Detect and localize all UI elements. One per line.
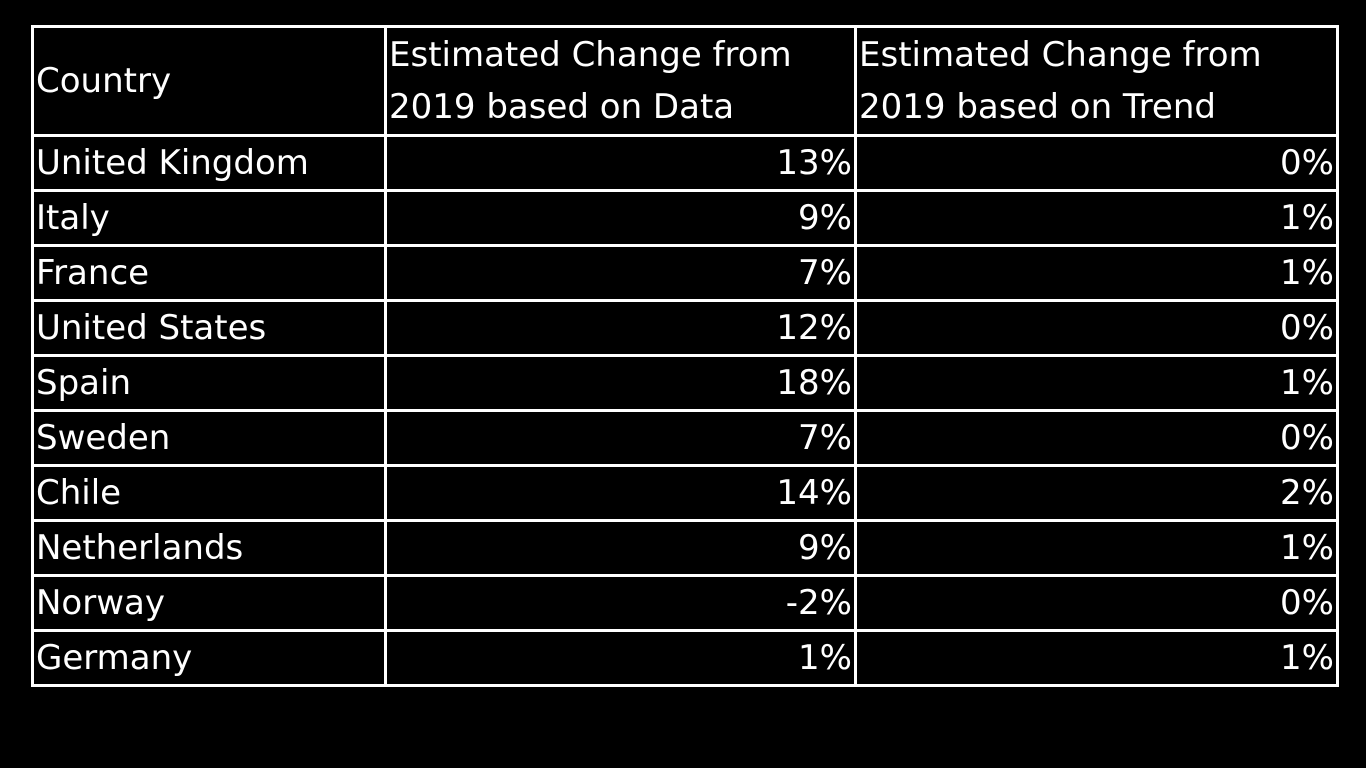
- data-change-cell: 7%: [384, 244, 857, 302]
- data-change-cell: -2%: [384, 574, 857, 632]
- country-cell: Sweden: [31, 409, 387, 467]
- data-change-cell: 13%: [384, 134, 857, 192]
- country-cell: Spain: [31, 354, 387, 412]
- trend-change-cell: 2%: [854, 464, 1339, 522]
- table-header-row: Country Estimated Change from 2019 based…: [31, 25, 1339, 137]
- trend-change-cell: 0%: [854, 409, 1339, 467]
- data-change-cell: 9%: [384, 519, 857, 577]
- table-row: United States 12% 0%: [31, 299, 1339, 357]
- table-row: Italy 9% 1%: [31, 189, 1339, 247]
- data-change-cell: 9%: [384, 189, 857, 247]
- country-cell: Chile: [31, 464, 387, 522]
- header-country: Country: [31, 25, 387, 137]
- trend-change-cell: 1%: [854, 354, 1339, 412]
- country-cell: United Kingdom: [31, 134, 387, 192]
- data-change-cell: 14%: [384, 464, 857, 522]
- trend-change-cell: 1%: [854, 189, 1339, 247]
- trend-change-cell: 1%: [854, 244, 1339, 302]
- country-cell: Germany: [31, 629, 387, 687]
- country-cell: Netherlands: [31, 519, 387, 577]
- data-change-cell: 18%: [384, 354, 857, 412]
- country-cell: Italy: [31, 189, 387, 247]
- country-cell: Norway: [31, 574, 387, 632]
- data-change-cell: 12%: [384, 299, 857, 357]
- trend-change-cell: 0%: [854, 574, 1339, 632]
- country-cell: France: [31, 244, 387, 302]
- table-row: Norway -2% 0%: [31, 574, 1339, 632]
- table-row: Sweden 7% 0%: [31, 409, 1339, 467]
- table-row: Netherlands 9% 1%: [31, 519, 1339, 577]
- country-cell: United States: [31, 299, 387, 357]
- header-change-trend: Estimated Change from 2019 based on Tren…: [854, 25, 1339, 137]
- data-table: Country Estimated Change from 2019 based…: [31, 25, 1339, 687]
- trend-change-cell: 1%: [854, 629, 1339, 687]
- data-change-cell: 7%: [384, 409, 857, 467]
- table-row: Chile 14% 2%: [31, 464, 1339, 522]
- table-row: Germany 1% 1%: [31, 629, 1339, 687]
- data-change-cell: 1%: [384, 629, 857, 687]
- trend-change-cell: 0%: [854, 134, 1339, 192]
- trend-change-cell: 0%: [854, 299, 1339, 357]
- header-change-data: Estimated Change from 2019 based on Data: [384, 25, 857, 137]
- trend-change-cell: 1%: [854, 519, 1339, 577]
- table-row: United Kingdom 13% 0%: [31, 134, 1339, 192]
- table-row: France 7% 1%: [31, 244, 1339, 302]
- table-row: Spain 18% 1%: [31, 354, 1339, 412]
